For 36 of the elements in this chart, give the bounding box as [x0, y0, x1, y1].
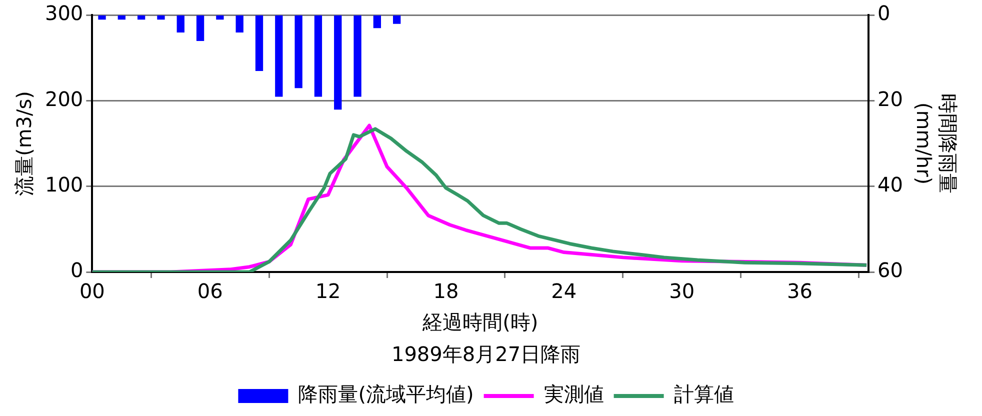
bar [98, 15, 106, 20]
x-tick-label: 36 [787, 279, 812, 304]
x-tick-label: 12 [315, 279, 341, 304]
bar [216, 15, 224, 20]
bar [118, 15, 126, 20]
y-tick-label: 300 [44, 1, 84, 26]
x-axis-title: 経過時間(時) [422, 310, 538, 334]
x-tick-label: 18 [433, 279, 459, 304]
bar [255, 15, 264, 72]
bar [354, 15, 362, 97]
y2-tick-label: 0 [878, 1, 890, 26]
x-tick-label: 24 [551, 279, 577, 304]
text: 1989年8月27日降雨 [391, 342, 581, 366]
x-tick-label: 06 [197, 279, 223, 304]
bar [393, 15, 401, 24]
bar [196, 15, 204, 42]
y-tick-label: 200 [44, 86, 84, 111]
x-tick-label: 30 [669, 279, 695, 304]
bar [157, 15, 165, 20]
y2-tick-label: 40 [878, 172, 904, 197]
bar [314, 15, 322, 97]
bar [236, 15, 244, 32]
bar [137, 15, 146, 20]
y2-axis-title: 時間降雨量 (mm/hr) [912, 94, 960, 194]
bar [275, 15, 283, 97]
legend-label: 降雨量(流域平均値) [298, 382, 474, 406]
legend-label: 実測値 [544, 382, 604, 406]
y2-tick-label: 60 [878, 258, 904, 282]
bar [334, 15, 342, 110]
bar [176, 15, 184, 32]
bar [373, 15, 382, 28]
legend-label: 計算値 [674, 382, 734, 406]
y-axis-title: 流量(m3/s) [12, 91, 36, 196]
y-tick-label: 100 [44, 172, 84, 197]
bar [294, 15, 302, 88]
y2-tick-label: 20 [878, 86, 904, 111]
